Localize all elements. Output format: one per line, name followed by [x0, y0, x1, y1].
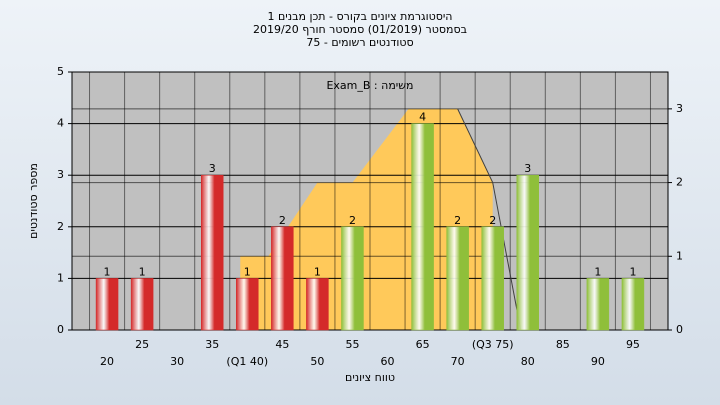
data-label: 2 — [349, 214, 356, 227]
chart-title: היסטוגרמת ציונים בקורס - תכן מבנים 1 — [268, 10, 453, 23]
y-tick-label: 4 — [57, 117, 64, 130]
x-tick-label: 60 — [381, 355, 395, 368]
bar — [200, 174, 224, 331]
x-tick-label: 30 — [170, 355, 184, 368]
bar — [341, 226, 364, 331]
x-tick-label: 35 — [205, 338, 219, 351]
bar — [446, 226, 469, 331]
bar — [306, 278, 329, 331]
y2-tick-label: 0 — [676, 323, 683, 336]
data-label: 1 — [314, 265, 321, 278]
data-label: 1 — [139, 265, 146, 278]
data-label: 1 — [104, 265, 111, 278]
y-tick-label: 1 — [57, 271, 64, 284]
data-label: 1 — [594, 265, 601, 278]
x-tick-label: 85 — [556, 338, 570, 351]
bar — [411, 123, 434, 331]
y-axis-label: מספר סטודנטים — [27, 163, 40, 239]
y-tick-label: 0 — [57, 323, 64, 336]
bar — [621, 278, 645, 331]
bar — [586, 278, 610, 331]
annotation: משימה : Exam_B — [326, 79, 413, 92]
data-label: 4 — [419, 111, 426, 124]
x-tick-label: 95 — [626, 338, 640, 351]
bar — [95, 278, 119, 331]
x-tick-label: 50 — [310, 355, 324, 368]
chart-subtitle: סטודנטים רשומים - 75 — [306, 36, 413, 49]
x-tick-label: 65 — [416, 338, 430, 351]
y2-tick-label: 2 — [676, 176, 683, 189]
x-axis-label: טווח ציונים — [345, 371, 395, 384]
x-tick-label: (Q3 75) — [472, 338, 514, 351]
data-label: 2 — [279, 214, 286, 227]
data-label: 2 — [489, 214, 496, 227]
data-label: 2 — [454, 214, 461, 227]
y-tick-label: 3 — [57, 168, 64, 181]
bar — [516, 174, 540, 331]
y-tick-label: 2 — [57, 220, 64, 233]
x-tick-label: 25 — [135, 338, 149, 351]
y-tick-label: 5 — [57, 65, 64, 78]
data-label: 1 — [629, 265, 636, 278]
x-tick-label: 55 — [345, 338, 359, 351]
data-label: 3 — [524, 162, 531, 175]
chart-subtitle: בסמסטר (01/2019) סמסטר חורף 2019/20 — [253, 23, 467, 36]
bar — [236, 278, 259, 331]
bar — [271, 226, 294, 331]
line — [457, 108, 522, 331]
x-tick-label: 70 — [451, 355, 465, 368]
x-tick-label: 45 — [275, 338, 289, 351]
bar — [130, 278, 154, 331]
y2-tick-label: 1 — [676, 249, 683, 262]
x-tick-label: (Q1 40) — [226, 355, 268, 368]
y2-tick-label: 3 — [676, 102, 683, 115]
data-label: 3 — [209, 162, 216, 175]
x-tick-label: 80 — [521, 355, 535, 368]
data-label: 1 — [244, 265, 251, 278]
bar — [481, 226, 504, 331]
x-tick-label: 90 — [591, 355, 605, 368]
x-tick-label: 20 — [100, 355, 114, 368]
